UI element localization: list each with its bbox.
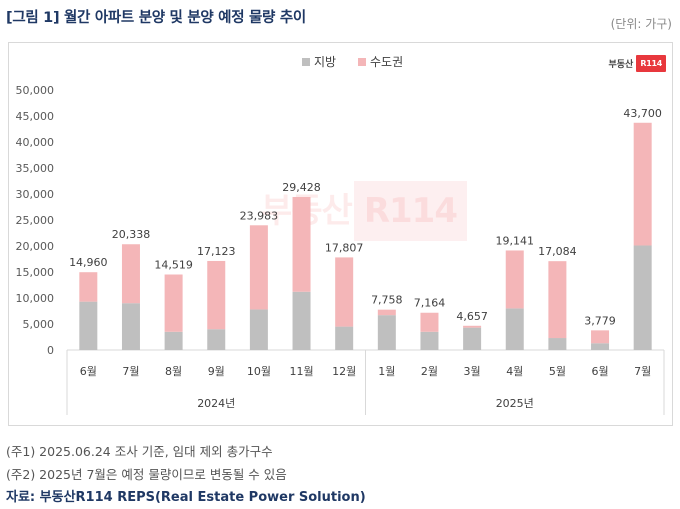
y-tick-label: 35,000 (16, 162, 55, 175)
logo-badge: R114 (636, 55, 666, 72)
x-tick-label: 6월 (80, 365, 97, 378)
chart-panel: 부동산R114 부동산 R114 05,00010,00015,00020,00… (8, 42, 673, 426)
chart-title: [그림 1] 월간 아파트 분양 및 분양 예정 물량 추이 (6, 10, 306, 26)
x-tick-label: 1월 (378, 365, 395, 378)
bar-segment-capital (548, 261, 567, 339)
total-label: 3,779 (584, 314, 616, 327)
note-2: (주2) 2025년 7월은 예정 물량이므로 변동될 수 있음 (6, 467, 287, 482)
x-tick-label: 7월 (122, 365, 139, 378)
x-tick-label: 4월 (506, 365, 523, 378)
y-tick-label: 45,000 (16, 110, 55, 123)
group-label: 2024년 (197, 397, 235, 410)
bar-segment-regional (79, 301, 98, 350)
unit-label: (단위: 가구) (610, 17, 672, 31)
x-tick-label: 10월 (247, 365, 271, 378)
watermark-badge: R114 (353, 181, 467, 241)
bar-segment-capital (335, 257, 354, 327)
x-tick-label: 8월 (165, 365, 182, 378)
x-tick-label: 6월 (591, 365, 608, 378)
y-tick-label: 0 (47, 344, 54, 357)
bar-segment-regional (377, 315, 396, 350)
bar-segment-regional (207, 329, 226, 350)
total-label: 20,338 (112, 228, 151, 241)
note-1: (주1) 2025.06.24 조사 기준, 임대 제외 총가구수 (6, 444, 273, 459)
total-label: 7,758 (371, 294, 403, 307)
bar-segment-capital (505, 250, 524, 309)
y-tick-label: 5,000 (23, 318, 55, 331)
bar-segment-regional (121, 303, 140, 350)
bar-segment-capital (207, 260, 226, 330)
source-label: 자료: 부동산R114 REPS(Real Estate Power Solut… (6, 490, 366, 505)
logo-text: 부동산 (608, 60, 634, 70)
total-label: 19,141 (496, 234, 535, 247)
total-label: 14,519 (154, 259, 193, 272)
legend-label: 수도권 (370, 55, 403, 69)
bar-segment-regional (591, 343, 610, 350)
x-tick-label: 12월 (332, 365, 356, 378)
bar-segment-capital (633, 122, 652, 246)
total-label: 29,428 (282, 181, 321, 194)
bar-segment-capital (377, 309, 396, 316)
total-label: 23,983 (240, 209, 279, 222)
legend-swatch (358, 58, 366, 66)
total-label: 17,807 (325, 241, 364, 254)
y-tick-label: 25,000 (16, 214, 55, 227)
y-tick-label: 20,000 (16, 240, 55, 253)
x-tick-label: 9월 (208, 365, 225, 378)
stacked-bar-chart: 0 5,000 10,000 15,000 20,000 25,000 30,000 35,0… (16, 55, 665, 415)
y-tick-label: 15,000 (16, 266, 55, 279)
legend-swatch (302, 58, 310, 66)
bar-segment-regional (335, 326, 354, 350)
bar-segment-regional (463, 327, 482, 350)
bar-segment-capital (463, 325, 482, 328)
total-label: 7,164 (414, 297, 446, 310)
bar-segment-capital (164, 274, 183, 332)
y-tick-label: 30,000 (16, 188, 55, 201)
x-tick-label: 3월 (464, 365, 481, 378)
total-label: 14,960 (69, 256, 108, 269)
total-label: 17,084 (538, 245, 577, 258)
total-label: 4,657 (456, 310, 488, 323)
total-label: 43,700 (623, 107, 662, 120)
x-tick-label: 5월 (549, 365, 566, 378)
bar-segment-regional (292, 291, 311, 350)
bar-segment-capital (292, 196, 311, 292)
bar-segment-capital (591, 330, 610, 344)
bar-segment-regional (420, 331, 439, 350)
bar-segment-capital (420, 312, 439, 332)
y-tick-label: 50,000 (16, 84, 55, 97)
x-tick-label: 11월 (289, 365, 313, 378)
x-tick-label: 7월 (634, 365, 651, 378)
bar-segment-capital (121, 244, 140, 304)
bar-segment-capital (249, 225, 268, 310)
total-label: 17,123 (197, 245, 236, 258)
bar-segment-regional (505, 308, 524, 350)
bar-segment-regional (633, 245, 652, 350)
y-tick-label: 40,000 (16, 136, 55, 149)
bar-segment-regional (548, 338, 567, 350)
group-label: 2025년 (496, 397, 534, 410)
legend-label: 지방 (314, 55, 336, 69)
y-tick-label: 10,000 (16, 292, 55, 305)
bar-segment-capital (79, 272, 98, 302)
bar-segment-regional (164, 331, 183, 350)
bar-segment-regional (249, 309, 268, 350)
brand-logo: 부동산 R114 (608, 55, 666, 72)
x-tick-label: 2월 (421, 365, 438, 378)
